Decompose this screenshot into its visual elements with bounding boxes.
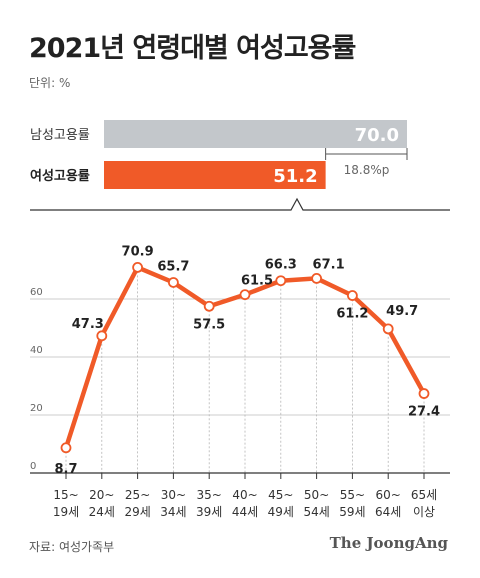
x-tick-label-2-line1: 25~	[125, 488, 150, 502]
x-tick-label-2-line2: 29세	[124, 505, 150, 519]
data-point-7	[311, 273, 323, 284]
x-tick-label-3-line2: 34세	[160, 505, 186, 519]
brand-logo: The JoongAng	[329, 534, 448, 552]
x-tick-label-8-line1: 55~	[340, 488, 365, 502]
y-tick-60: 60	[30, 287, 43, 298]
x-tick-label-0-line1: 15~	[53, 488, 78, 502]
x-tick-label-10-line2: 이상	[413, 505, 435, 519]
data-point-10	[418, 388, 430, 399]
x-tick-label-6-line2: 49세	[268, 505, 294, 519]
data-point-5	[239, 289, 251, 301]
y-tick-40: 40	[30, 345, 43, 356]
male-rate-bar	[104, 120, 407, 148]
data-point-9	[382, 323, 394, 335]
data-label-10: 27.4	[408, 405, 440, 420]
x-tick-label-4-line2: 39세	[196, 505, 222, 519]
female-rate-bar	[104, 161, 326, 189]
x-tick-label-5-line1: 40~	[232, 488, 257, 502]
data-point-2	[132, 261, 144, 273]
data-label-6: 66.3	[265, 258, 297, 273]
data-label-9: 49.7	[386, 304, 418, 319]
x-tick-label-5-line2: 44세	[232, 505, 258, 519]
x-tick-label-7-line1: 50~	[304, 488, 329, 502]
x-tick-label-7-line2: 54세	[303, 505, 329, 519]
data-label-0: 8.7	[54, 462, 77, 477]
x-tick-label-9-line2: 64세	[375, 505, 401, 519]
x-tick-label-8-line2: 59세	[339, 505, 365, 519]
unit-label: 단위: %	[29, 76, 71, 90]
y-tick-0: 0	[30, 461, 36, 472]
data-label-2: 70.9	[122, 244, 154, 259]
male-rate-value: 70.0	[355, 125, 399, 146]
data-label-4: 57.5	[193, 317, 225, 332]
y-tick-20: 20	[30, 403, 43, 414]
data-point-3	[167, 277, 179, 288]
male-rate-label: 남성고용률	[30, 128, 90, 143]
x-tick-label-9-line1: 60~	[376, 488, 401, 502]
x-tick-label-1-line2: 24세	[89, 505, 115, 519]
data-point-1	[96, 330, 108, 342]
data-point-6	[275, 275, 287, 287]
x-tick-label-1-line1: 20~	[89, 488, 114, 502]
source-note: 자료: 여성가족부	[29, 540, 115, 554]
x-tick-label-6-line1: 45~	[268, 488, 293, 502]
chart-title: 2021년 연령대별 여성고용률	[29, 33, 356, 64]
data-point-0	[60, 442, 72, 454]
section-divider	[30, 197, 450, 211]
x-tick-label-3-line1: 30~	[161, 488, 186, 502]
female-rate-label: 여성고용률	[30, 168, 90, 184]
difference-label: 18.8%p	[344, 163, 390, 177]
female-rate-value: 51.2	[273, 166, 317, 187]
x-tick-label-10-line1: 65세	[411, 488, 437, 502]
x-tick-label-0-line2: 19세	[53, 505, 79, 519]
data-label-5: 61.5	[241, 274, 273, 289]
data-point-4	[203, 300, 215, 312]
data-label-8: 61.2	[336, 307, 368, 322]
data-point-8	[346, 290, 358, 301]
data-label-3: 65.7	[157, 259, 189, 274]
data-label-1: 47.3	[72, 317, 104, 332]
data-label-7: 67.1	[313, 257, 345, 272]
x-tick-label-4-line1: 35~	[197, 488, 222, 502]
